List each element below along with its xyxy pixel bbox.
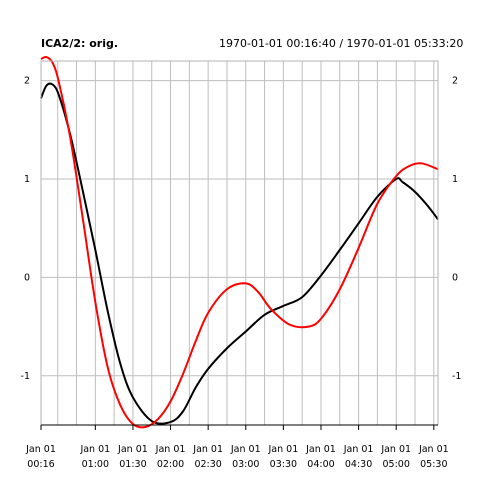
x-tick-label: 01:30	[119, 459, 146, 470]
x-tick-label: 02:30	[194, 459, 221, 470]
x-tick-label: Jan 01	[380, 444, 411, 455]
x-tick-label: Jan 01	[192, 444, 223, 455]
plot-frame	[40, 60, 439, 426]
grid	[41, 61, 438, 425]
x-tick-label: 02:00	[157, 459, 184, 470]
x-tick-label: 04:00	[307, 459, 334, 470]
y-tick-label-right: 0	[452, 272, 458, 283]
y-tick-label: 1	[24, 174, 30, 185]
series-line-2	[40, 55, 439, 429]
x-tick-label: Jan 01	[343, 444, 374, 455]
x-tick-label: 05:30	[420, 459, 447, 470]
y-tick-label: 0	[24, 272, 30, 283]
y-tick-label: -1	[21, 371, 30, 382]
y-tick-label-right: -1	[452, 371, 461, 382]
x-tick-label: Jan 01	[418, 444, 449, 455]
x-tick-label: 01:00	[82, 459, 109, 470]
x-tick-label: Jan 01	[155, 444, 186, 455]
x-tick-label: 04:30	[345, 459, 372, 470]
x-tick-label: 05:00	[383, 459, 410, 470]
x-tick-label: Jan 01	[267, 444, 298, 455]
y-tick-label-right: 2	[452, 76, 458, 87]
series-lines	[40, 55, 439, 429]
x-tick-label: Jan 01	[117, 444, 148, 455]
y-tick-label: 2	[24, 76, 30, 87]
x-tick-label: 03:00	[232, 459, 259, 470]
x-tick-label: Jan 01	[305, 444, 336, 455]
series-line-1	[40, 82, 439, 425]
x-tick-label: 03:30	[270, 459, 297, 470]
x-tick-label: 00:16	[27, 459, 54, 470]
x-tick-label: Jan 01	[230, 444, 261, 455]
chart-title: ICA2/2: orig.	[41, 37, 119, 50]
x-tick-label: Jan 01	[79, 444, 110, 455]
time-range-label: 1970-01-01 00:16:40 / 1970-01-01 05:33:2…	[219, 37, 464, 50]
axes: Jan 01 00:16 Jan 01 01:00 Jan 01 01:30 Jan 01 0…	[21, 76, 462, 470]
x-tick-label: Jan 01	[25, 444, 56, 455]
y-tick-label-right: 1	[452, 174, 458, 185]
